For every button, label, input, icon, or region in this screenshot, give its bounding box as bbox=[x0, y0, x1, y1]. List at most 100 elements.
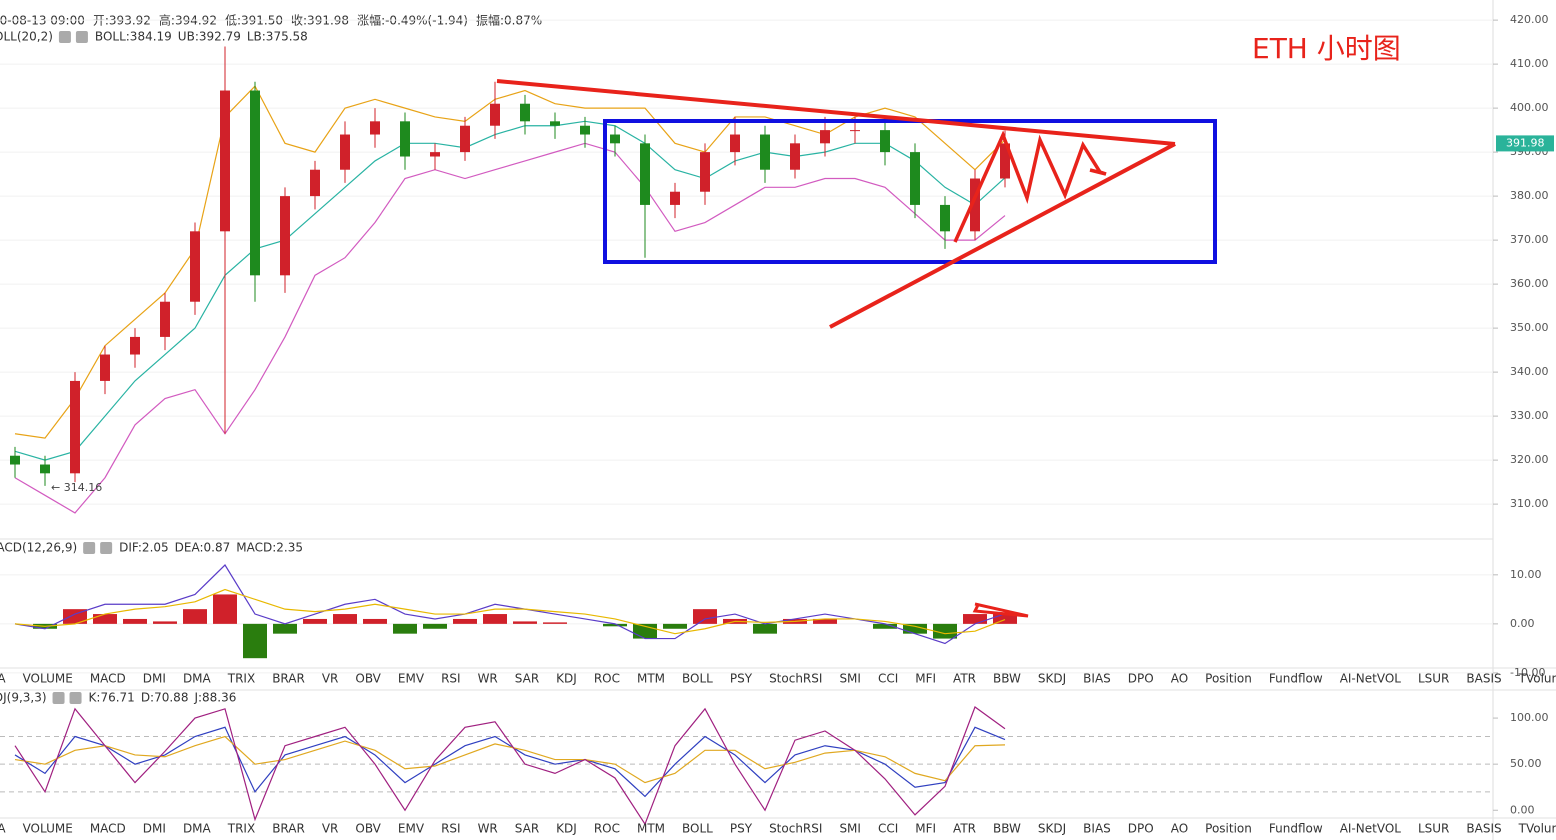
indicator-tab[interactable]: MTM bbox=[637, 672, 665, 686]
macd-bar bbox=[333, 614, 357, 624]
indicator-tab[interactable]: CCI bbox=[878, 672, 898, 686]
indicator-tab[interactable]: BIAS bbox=[1083, 672, 1111, 686]
candle-body bbox=[850, 130, 860, 132]
indicator-tab[interactable]: BOLL bbox=[682, 672, 713, 686]
indicator-tab[interactable]: SKDJ bbox=[1038, 672, 1066, 686]
indicator-tab[interactable]: TVolume bbox=[1518, 822, 1556, 836]
indicator-tab[interactable]: EMV bbox=[398, 822, 425, 836]
indicator-tab[interactable]: DMA bbox=[183, 672, 212, 686]
settings-icon bbox=[52, 692, 65, 704]
indicator-tab[interactable]: BOLL bbox=[682, 822, 713, 836]
macd-bar bbox=[693, 609, 717, 624]
indicator-tab[interactable]: DPO bbox=[1128, 822, 1154, 836]
legend-text: K:76.71 bbox=[89, 691, 135, 705]
candle-body bbox=[910, 152, 920, 205]
legend-text: BOLL:384.19 bbox=[95, 30, 172, 44]
indicator-tab[interactable]: SMI bbox=[839, 822, 861, 836]
indicator-tab[interactable]: TVolume bbox=[1518, 672, 1556, 686]
indicator-tab[interactable]: Fundflow bbox=[1269, 672, 1323, 686]
indicator-tab[interactable]: WR bbox=[478, 822, 498, 836]
indicator-tab[interactable]: ROC bbox=[594, 822, 620, 836]
indicator-tab[interactable]: SAR bbox=[515, 672, 539, 686]
indicator-tab[interactable]: RSI bbox=[441, 822, 461, 836]
indicator-tab[interactable]: BBW bbox=[993, 822, 1021, 836]
candle-body bbox=[820, 130, 830, 144]
indicator-tab[interactable]: LSUR bbox=[1418, 822, 1449, 836]
indicator-tab[interactable]: ATR bbox=[953, 672, 976, 686]
indicator-tab[interactable]: ATR bbox=[953, 822, 976, 836]
legend-text: J:88.36 bbox=[193, 691, 236, 705]
indicator-tab[interactable]: BIAS bbox=[1083, 822, 1111, 836]
indicator-tab[interactable]: MACD bbox=[90, 672, 126, 686]
indicator-tab[interactable]: OBV bbox=[355, 822, 381, 836]
macd-arrow bbox=[972, 602, 1029, 618]
indicator-tab[interactable]: DMA bbox=[183, 822, 212, 836]
indicator-tab[interactable]: MFI bbox=[915, 822, 936, 836]
indicator-tab[interactable]: BBW bbox=[993, 672, 1021, 686]
indicator-tab[interactable]: RSI bbox=[441, 672, 461, 686]
indicator-tab[interactable]: StochRSI bbox=[769, 822, 822, 836]
candle-body bbox=[670, 191, 680, 205]
indicator-tab[interactable]: VOLUME bbox=[23, 672, 73, 686]
indicator-tab[interactable]: MFI bbox=[915, 672, 936, 686]
indicator-tab[interactable]: MTM bbox=[637, 822, 665, 836]
indicator-tab[interactable]: AI-NetVOL bbox=[1340, 672, 1402, 686]
candle-body bbox=[610, 134, 620, 144]
indicator-tab[interactable]: MA bbox=[0, 822, 6, 836]
indicator-tab[interactable]: VR bbox=[322, 672, 339, 686]
indicator-tab[interactable]: LSUR bbox=[1418, 672, 1449, 686]
indicator-tab[interactable]: SAR bbox=[515, 822, 539, 836]
indicator-tab[interactable]: PSY bbox=[730, 822, 753, 836]
candle-body bbox=[430, 152, 440, 157]
indicator-tab[interactable]: AO bbox=[1171, 672, 1188, 686]
indicator-tab[interactable]: SMI bbox=[839, 672, 861, 686]
indicator-tab[interactable]: TRIX bbox=[227, 672, 255, 686]
candle-body bbox=[880, 130, 890, 153]
indicator-tab[interactable]: BRAR bbox=[272, 822, 305, 836]
indicator-tab[interactable]: TRIX bbox=[227, 822, 255, 836]
indicator-tab[interactable]: SKDJ bbox=[1038, 822, 1066, 836]
indicator-tab[interactable]: Fundflow bbox=[1269, 822, 1323, 836]
indicator-tab[interactable]: KDJ bbox=[556, 672, 577, 686]
price-tag-label: 391.98 bbox=[1506, 136, 1545, 149]
legend-text: DIF:2.05 bbox=[119, 541, 169, 555]
indicator-tab[interactable]: AO bbox=[1171, 822, 1188, 836]
indicator-tab[interactable]: Position bbox=[1205, 672, 1252, 686]
legend-text: D:70.88 bbox=[141, 691, 189, 705]
candle-body bbox=[550, 121, 560, 126]
macd-bar bbox=[273, 623, 297, 634]
indicator-tab[interactable]: KDJ bbox=[556, 822, 577, 836]
indicator-tab[interactable]: BASIS bbox=[1466, 822, 1501, 836]
indicator-tab[interactable]: DPO bbox=[1128, 672, 1154, 686]
indicator-tab[interactable]: EMV bbox=[398, 672, 425, 686]
indicator-tab[interactable]: VOLUME bbox=[23, 822, 73, 836]
indicator-tab[interactable]: AI-NetVOL bbox=[1340, 822, 1402, 836]
indicator-tab[interactable]: DMI bbox=[143, 822, 166, 836]
candle-body bbox=[940, 204, 950, 232]
indicator-tab[interactable]: MA bbox=[0, 672, 6, 686]
macd-bar bbox=[963, 614, 987, 624]
indicator-tab[interactable]: BRAR bbox=[272, 672, 305, 686]
candle-body bbox=[250, 90, 260, 276]
candle-body bbox=[220, 90, 230, 232]
indicator-line bbox=[14, 735, 1006, 784]
y-tick-label: 0.00 bbox=[1510, 617, 1535, 630]
indicator-tab[interactable]: ROC bbox=[594, 672, 620, 686]
indicator-tab[interactable]: PSY bbox=[730, 672, 753, 686]
indicator-tab[interactable]: StochRSI bbox=[769, 672, 822, 686]
indicator-tab[interactable]: DMI bbox=[143, 672, 166, 686]
candle-body bbox=[280, 196, 290, 276]
settings-icon bbox=[58, 31, 71, 43]
indicator-tab[interactable]: CCI bbox=[878, 822, 898, 836]
indicator-tab[interactable]: WR bbox=[478, 672, 498, 686]
indicator-tab[interactable]: Position bbox=[1205, 822, 1252, 836]
y-tick-label: 420.00 bbox=[1510, 13, 1549, 26]
indicator-tab[interactable]: OBV bbox=[355, 672, 381, 686]
y-tick-label: 330.00 bbox=[1510, 409, 1549, 422]
candle-body bbox=[760, 134, 770, 170]
indicator-tab[interactable]: MACD bbox=[90, 822, 126, 836]
candle-body bbox=[310, 169, 320, 197]
indicator-tab[interactable]: VR bbox=[322, 822, 339, 836]
indicator-tab[interactable]: BASIS bbox=[1466, 672, 1501, 686]
